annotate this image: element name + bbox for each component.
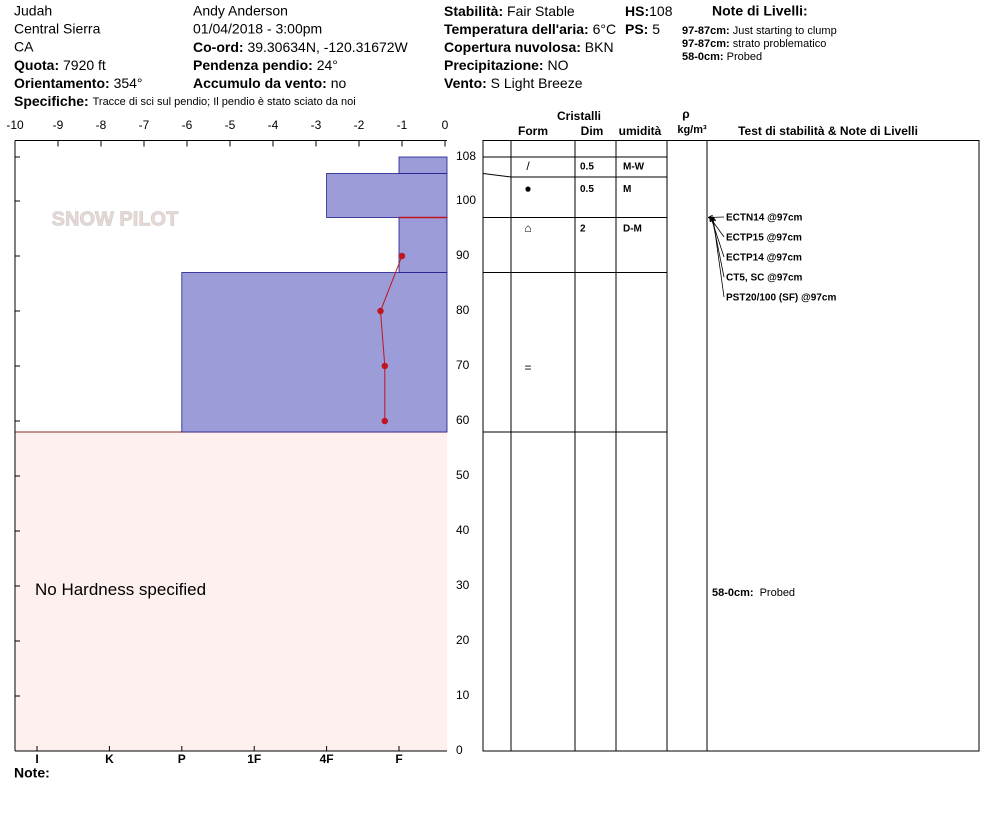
wind-loading: Accumulo da vento: no (193, 75, 346, 91)
x-tick-label: 0 (442, 118, 449, 132)
layer-note: 58-0cm: Probed (712, 587, 795, 599)
header: Judah Central Sierra CA Quota: 7920 ft O… (14, 3, 837, 109)
no-hardness: No Hardness specified (35, 580, 206, 599)
sky: Copertura nuvolosa: BKN (444, 39, 614, 55)
probed-layer (15, 432, 447, 751)
y-tick-label: 10 (456, 688, 470, 702)
x-tick-label: -9 (53, 118, 64, 132)
crystal-size: 0.5 (580, 162, 594, 173)
hardness-bar (326, 173, 448, 218)
crystal-form: ⌂ (524, 221, 531, 235)
crystal-size: 2 (580, 224, 586, 235)
x-tick-label: -8 (96, 118, 107, 132)
y-tick-label: 90 (456, 248, 470, 262)
ps: PS: 5 (625, 21, 660, 37)
slope: Pendenza pendio: 24° (193, 57, 338, 73)
y-tick-label: 70 (456, 358, 470, 372)
wetness: M-W (623, 162, 645, 173)
x-tick-label: -3 (311, 118, 322, 132)
range: Central Sierra (14, 21, 101, 37)
stability-test: ECTN14 @97cm (726, 213, 803, 224)
wind: Vento: S Light Breeze (444, 75, 583, 91)
crystal-form: ● (524, 181, 531, 195)
y-tick-label: 60 (456, 413, 470, 427)
x-tick-label: -4 (268, 118, 279, 132)
temperature-line (379, 255, 403, 421)
x-tick-label: -6 (182, 118, 193, 132)
plot: No Hardness specified-10 -9 -8 -7 -6 -5 -4 -3 -2… (6, 118, 980, 766)
row-line (482, 173, 512, 178)
col-header: Form (518, 124, 548, 138)
precip: Precipitazione: NO (444, 57, 569, 73)
crystal-size: 0.5 (580, 184, 594, 195)
table-frame (482, 140, 980, 752)
test-arrow (712, 218, 725, 278)
note: 97-87cm: strato problematico (682, 38, 826, 50)
hardness-bar (398, 156, 448, 174)
temperature-point (381, 417, 388, 425)
location: Judah (14, 3, 52, 19)
col-header: umidità (619, 124, 662, 138)
stability-test: CT5, SC @97cm (726, 273, 803, 284)
col-header: kg/m³ (677, 124, 707, 136)
note: 97-87cm: Just starting to clump (682, 25, 837, 37)
y-tick-label: 108 (456, 149, 476, 163)
hardness-label: I (35, 752, 38, 766)
y-tick-label: 20 (456, 633, 470, 647)
y-tick-label: 30 (456, 578, 470, 592)
hardness-label: 1F (247, 752, 261, 766)
col-header: ρ (682, 107, 689, 121)
y-tick-label: 100 (456, 193, 476, 207)
y-tick-label: 40 (456, 523, 470, 537)
specifics: Specifiche: Tracce di sci sul pendio; Il… (14, 93, 356, 109)
logo: SNOW PILOT (52, 208, 179, 230)
observer: Andy Anderson (193, 3, 288, 19)
hardness-label: 4F (320, 752, 334, 766)
test-arrow (713, 218, 725, 298)
stability-test: PST20/100 (SF) @97cm (726, 293, 836, 304)
stability-test: ECTP15 @97cm (726, 233, 802, 244)
coords: Co-ord: 39.30634N, -120.31672W (193, 39, 409, 55)
air-temp: Temperatura dell'aria: 6°C (444, 21, 616, 37)
y-tick-label: 50 (456, 468, 470, 482)
temperature-point (398, 252, 406, 260)
note: 58-0cm: Probed (682, 51, 762, 63)
notes-title: Note di Livelli: (712, 3, 808, 19)
y-tick-label: 80 (456, 303, 470, 317)
crystal-form: / (526, 159, 530, 173)
stability-test: ECTP14 @97cm (726, 253, 802, 264)
hs: HS:108 (625, 3, 673, 19)
hardness-label: F (395, 752, 402, 766)
wetness: M (623, 184, 631, 195)
hardness-label: K (105, 752, 114, 766)
aspect: Orientamento: 354° (14, 75, 143, 91)
x-tick-label: -1 (397, 118, 408, 132)
col-header: Dim (581, 124, 604, 138)
x-tick-label: -2 (354, 118, 365, 132)
col-header: Test di stabilità & Note di Livelli (738, 124, 918, 138)
datetime: 01/04/2018 - 3:00pm (193, 21, 322, 37)
temperature-point (381, 362, 388, 370)
temperature-point (377, 307, 384, 315)
y-tick-label: 0 (456, 743, 463, 757)
hardness-label: P (178, 752, 186, 766)
state: CA (14, 39, 34, 55)
hardness-bar (398, 217, 448, 273)
hardness-bar (181, 272, 448, 433)
stability: Stabilità: Fair Stable (444, 3, 575, 19)
wetness: D-M (623, 224, 642, 235)
elevation: Quota: 7920 ft (14, 57, 106, 73)
x-tick-label: -7 (139, 118, 150, 132)
x-tick-label: -10 (6, 118, 24, 132)
crystal-form: = (524, 360, 531, 374)
col-header: Cristalli (557, 109, 601, 123)
footer-note: Note: (14, 765, 50, 781)
x-tick-label: -5 (225, 118, 236, 132)
table-headers: Cristalli Form Dim umidità ρ kg/m³ Test … (518, 107, 918, 138)
